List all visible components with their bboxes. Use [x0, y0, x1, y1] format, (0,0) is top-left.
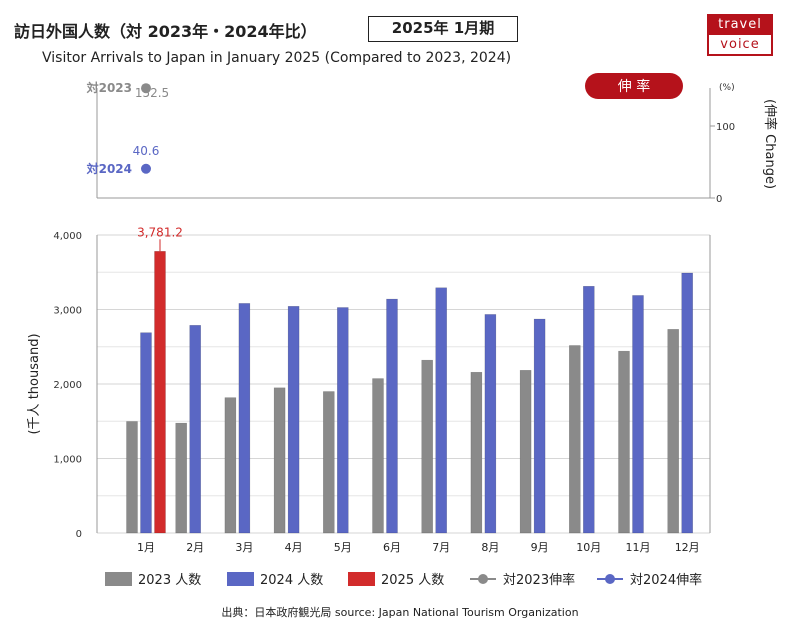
rate-point [141, 83, 151, 94]
bar-0 [470, 371, 483, 534]
bar-1 [484, 314, 497, 534]
legend-marker [605, 574, 615, 584]
bar-1 [583, 286, 595, 534]
bar-xtick-label: 2月 [186, 541, 204, 554]
bar-ytick-label: 2,000 [53, 380, 82, 391]
bar-ytick-label: 3,000 [53, 306, 82, 317]
bar-xtick-label: 4月 [285, 541, 303, 554]
legend-label: 2024 人数 [260, 573, 323, 588]
bar-0 [618, 350, 630, 534]
bar-xtick-label: 7月 [432, 541, 450, 554]
rate-badge-label: 伸 率 [618, 78, 650, 95]
bar-1 [238, 303, 251, 534]
bar-gridlines [97, 234, 710, 534]
legend-label: 対2024伸率 [630, 572, 702, 588]
source-note: 出典：日本政府観光局 source: Japan National Touris… [221, 606, 579, 619]
rate-value-label: 152.5 [135, 86, 169, 100]
rate-series-label: 対2024 [86, 161, 132, 176]
rate-series-label: 対2023 [86, 80, 132, 95]
legend-swatch [227, 572, 254, 586]
bar-0 [667, 329, 679, 534]
legend-swatch [348, 572, 375, 586]
rate-point [141, 163, 151, 174]
bar-xticks: 1月 2月 3月 4月 5月 6月 7月 8月 9月 10月 11月 12月 [137, 541, 700, 554]
travelvoice-logo: travel voice [707, 14, 773, 56]
rate-panel: 0 100 (%) (伸率 Change) 伸 率 対2023 152.5 対2024… [86, 73, 778, 205]
bar-1 [386, 298, 398, 534]
bar-1 [287, 306, 300, 534]
period-badge: 2025年 1月期 [368, 16, 518, 42]
bars [126, 251, 693, 534]
bar-xtick-label: 3月 [235, 541, 253, 554]
rate-tick-label: 0 [716, 194, 722, 205]
bar-1 [337, 307, 349, 534]
bar-0 [519, 370, 532, 534]
rate-tick-label: 100 [716, 122, 735, 133]
bar-xtick-label: 9月 [531, 541, 549, 554]
bar-xtick-label: 6月 [383, 541, 401, 554]
bar-xtick-label: 11月 [626, 541, 651, 554]
bar-0 [273, 387, 286, 534]
bar-0 [421, 359, 433, 534]
bar-1 [533, 318, 546, 534]
bar-1 [140, 332, 152, 534]
rate-badge [585, 73, 683, 99]
bar-data-label: 3,781.2 [137, 225, 183, 239]
bar-0 [175, 422, 187, 534]
bar-ytick-label: 4,000 [53, 231, 82, 242]
logo-top-text: travel [709, 16, 771, 35]
bar-1 [632, 295, 644, 534]
page-subtitle: Visitor Arrivals to Japan in January 202… [42, 50, 512, 66]
bar-xtick-label: 12月 [675, 541, 700, 554]
bar-0 [372, 378, 384, 534]
bar-2 [154, 251, 166, 534]
logo-bottom-text: voice [720, 37, 760, 52]
legend-marker [478, 574, 488, 584]
bar-1 [681, 272, 693, 534]
bar-panel: 0 1,000 2,000 3,000 4,000 (千人 thousand) 3,78… [27, 225, 711, 554]
legend-swatch [105, 572, 132, 586]
rate-ticks: 0 100 [710, 122, 735, 205]
bar-0 [323, 391, 335, 534]
legend-label: 2023 人数 [138, 573, 201, 588]
bar-1 [435, 287, 447, 534]
bar-axis-title: (千人 thousand) [27, 333, 42, 434]
rate-value-label: 40.6 [133, 144, 160, 158]
bar-yticks: 0 1,000 2,000 3,000 4,000 [53, 231, 82, 540]
bar-xtick-label: 5月 [334, 541, 352, 554]
bar-xtick-label: 1月 [137, 541, 155, 554]
legend: 2023 人数 2024 人数 2025 人数 対2023伸率 対2024伸率 [105, 572, 702, 588]
bar-0 [224, 397, 237, 534]
legend-label: 対2023伸率 [503, 572, 575, 588]
legend-label: 2025 人数 [381, 573, 444, 588]
bar-xtick-label: 10月 [576, 541, 601, 554]
bar-data-labels: 3,781.2 [137, 225, 183, 252]
bar-xtick-label: 8月 [481, 541, 499, 554]
rate-axis-title: (伸率 Change) [762, 99, 778, 189]
rate-unit-label: (%) [719, 83, 735, 93]
bar-1 [189, 325, 201, 534]
bar-ytick-label: 1,000 [53, 455, 82, 466]
bar-ytick-label: 0 [76, 529, 82, 540]
bar-0 [569, 345, 581, 534]
bar-0 [126, 421, 138, 534]
page-title: 訪日外国人数（対 2023年・2024年比） [14, 22, 317, 41]
